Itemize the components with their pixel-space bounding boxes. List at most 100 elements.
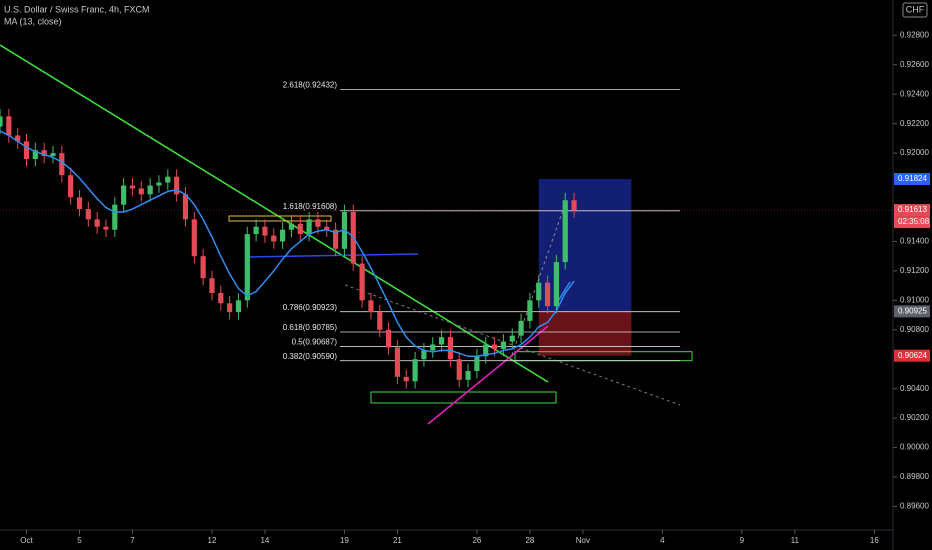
candle-body	[68, 175, 74, 198]
candle-body	[297, 223, 303, 235]
candle-body	[368, 300, 374, 313]
candle-body	[165, 176, 171, 183]
currency[interactable]: CHF	[906, 4, 925, 14]
candle-body	[571, 200, 577, 211]
candle-body	[509, 335, 515, 342]
fib-label: 1.618(0.91608)	[283, 202, 338, 211]
candle-body	[500, 341, 507, 349]
y-tick-label: 0.90200	[900, 413, 929, 422]
candle-body	[456, 359, 462, 380]
x-tick-label: 21	[393, 536, 402, 545]
candle-body	[518, 320, 524, 336]
stop-zone	[538, 311, 632, 356]
y-tick-label: 0.89800	[900, 472, 929, 481]
candle-body	[15, 135, 21, 142]
candle-body	[333, 229, 339, 249]
x-tick-label: 26	[472, 536, 481, 545]
candle-body	[0, 116, 3, 127]
candle-body	[76, 197, 83, 210]
candle-body	[421, 350, 427, 360]
candle-body	[112, 204, 118, 230]
trend-line	[427, 325, 549, 425]
candle-body	[377, 312, 383, 330]
candle-body	[23, 141, 30, 159]
price-label-box	[894, 349, 930, 362]
y-tick-label: 0.90400	[900, 384, 929, 393]
candle-body	[288, 223, 295, 230]
x-tick-label: 14	[260, 536, 269, 545]
candle-body	[315, 219, 321, 227]
y-tick-label: 0.91000	[900, 295, 929, 304]
y-tick-label: 0.90800	[900, 325, 929, 334]
candle-body	[156, 182, 162, 186]
candle-body	[527, 300, 533, 321]
price-label: 0.91824	[898, 174, 927, 183]
y-tick-label: 0.90000	[900, 443, 929, 452]
fib-label: 0.5(0.90687)	[292, 338, 338, 347]
x-tick-label: 11	[791, 536, 800, 545]
price-label-box	[894, 204, 930, 217]
candle-body	[438, 337, 445, 345]
price-label: 0.90925	[898, 306, 927, 315]
price-label: 0.90624	[898, 351, 927, 360]
candle-body	[129, 185, 136, 189]
fib-label: 0.382(0.90590)	[283, 352, 338, 361]
candle-body	[227, 303, 233, 313]
y-tick-label: 0.92800	[900, 30, 929, 39]
x-tick-label: 7	[130, 536, 135, 545]
y-tick-label: 0.91400	[900, 237, 929, 246]
x-tick-label: 5	[77, 536, 82, 545]
candle-body	[385, 329, 392, 348]
candle-body	[59, 153, 65, 176]
y-tick-label: 0.92600	[900, 60, 929, 69]
candle-body	[465, 371, 471, 380]
candle-body	[544, 282, 551, 307]
y-tick-label: 0.91200	[900, 266, 929, 275]
currency-box[interactable]	[902, 2, 928, 18]
candle-body	[235, 300, 242, 313]
candle-body	[244, 234, 250, 301]
candle-body	[280, 229, 286, 242]
candle-body	[359, 263, 365, 301]
price-label-box	[894, 173, 930, 186]
candle-body	[200, 256, 206, 279]
candle-body	[209, 278, 215, 293]
candle-body	[253, 226, 259, 235]
candle-body	[85, 209, 91, 220]
price-label: 0.91613	[898, 205, 927, 214]
x-tick-label: Oct	[20, 536, 33, 545]
zone	[370, 391, 557, 404]
x-tick-label: 9	[740, 536, 745, 545]
target-zone	[538, 179, 632, 312]
ma-line	[0, 130, 575, 358]
fib-label: 0.786(0.90923)	[283, 303, 338, 312]
y-tick-label: 0.92000	[900, 148, 929, 157]
candle-body	[271, 235, 277, 242]
candle-body	[262, 226, 268, 236]
candle-body	[147, 185, 153, 195]
candle-body	[50, 153, 56, 157]
dashed-line	[344, 284, 681, 406]
y-tick-label: 0.92200	[900, 119, 929, 128]
candle-body	[412, 359, 418, 382]
x-tick-label: 4	[660, 536, 665, 545]
candle-body	[174, 176, 180, 195]
candle-body	[447, 337, 454, 360]
candle-body	[138, 188, 144, 195]
level-line	[247, 253, 419, 258]
candle-body	[121, 185, 127, 205]
legend-ma: MA (13, close)	[4, 16, 62, 26]
price-label-box	[894, 305, 930, 318]
candle-body	[218, 292, 224, 304]
fib-label: 0.618(0.90785)	[283, 323, 338, 332]
countdown: 02:35:08	[898, 217, 930, 226]
x-tick-label: 19	[340, 536, 349, 545]
chart-title: U.S. Dollar / Swiss Franc, 4h, FXCM	[4, 4, 150, 14]
candle-body	[324, 226, 330, 230]
candle-body	[536, 282, 542, 301]
candle-body	[483, 344, 489, 357]
trend-line	[0, 44, 549, 383]
candle-body	[41, 150, 47, 157]
candle-body	[553, 262, 559, 307]
